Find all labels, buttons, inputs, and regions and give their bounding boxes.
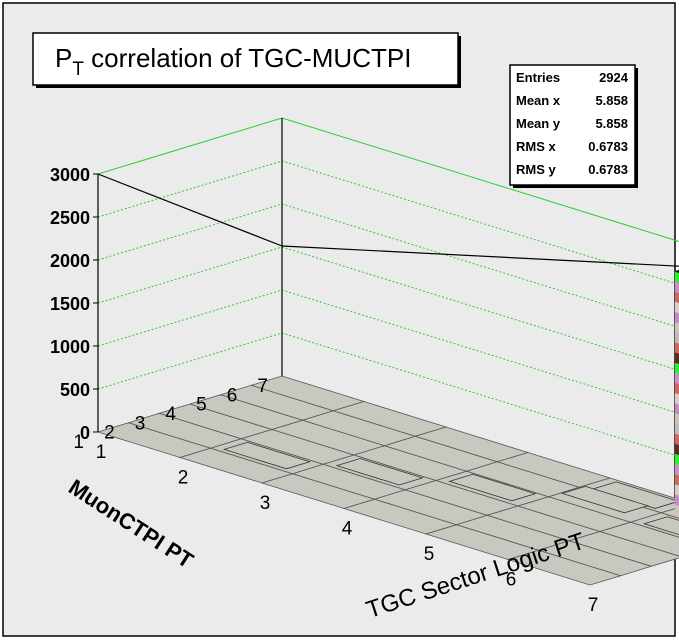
y-tick-label: 3 [135, 413, 146, 434]
bin-tower [335, 458, 424, 486]
tower-side-face [674, 493, 679, 505]
tower-side-face [674, 442, 679, 454]
stats-value: 2924 [599, 70, 629, 85]
stats-label: Mean y [516, 116, 561, 131]
stats-label: Mean x [516, 93, 561, 108]
frame-top-line [281, 245, 679, 267]
tower-side-face [674, 422, 679, 434]
x-tick-label: 3 [260, 493, 271, 514]
bin-tower [642, 516, 679, 536]
tower-top-face [673, 269, 679, 274]
tower-side-face [674, 330, 679, 343]
stats-label: Entries [516, 70, 560, 85]
tower-top-face [560, 485, 650, 514]
tower-side-face [674, 452, 679, 465]
tower-side-face [674, 351, 679, 363]
floor-tile [598, 521, 679, 557]
chart-title: PT correlation of TGC-MUCTPI [55, 43, 411, 80]
y-tick-label: 1 [73, 432, 84, 453]
z-tick-label: 1500 [50, 294, 90, 314]
x-tick-label: 7 [588, 595, 599, 616]
tower-top-face [335, 458, 424, 486]
tower-side-face [674, 270, 679, 282]
y-tick-label: 6 [227, 385, 238, 406]
tower-side-face [674, 371, 679, 383]
tower-layer [222, 269, 679, 536]
tower-side-face [674, 361, 679, 373]
floor-tile [659, 507, 679, 519]
frame-diagonal [97, 173, 283, 247]
x-tick-label: 2 [178, 468, 189, 489]
stats-box: Entries 2924 Mean x 5.858 Mean y 5.858 RMS x 0.… [509, 64, 638, 188]
z-tick-label: 1000 [50, 337, 90, 357]
z-tick-label: 2000 [50, 251, 90, 271]
floor-tile [567, 531, 679, 567]
title-box: PT correlation of TGC-MUCTPI [32, 32, 461, 88]
stats-value: 0.6783 [588, 162, 628, 177]
bin-tower [673, 269, 679, 517]
z-tick-label: 2500 [50, 208, 90, 228]
bin-tower [448, 473, 537, 502]
z-tick-label: 500 [60, 380, 90, 400]
tower-side-face [674, 432, 679, 444]
stats-value: 0.6783 [588, 139, 628, 154]
stats-value: 5.858 [595, 93, 628, 108]
bin-tower [222, 441, 312, 470]
stats-label: RMS y [516, 162, 557, 177]
tower-side-face [674, 300, 679, 312]
tower-side-face [674, 280, 679, 292]
tower-top-face [642, 516, 679, 536]
tower-top-face [222, 441, 312, 470]
tower-side-face [674, 412, 679, 424]
x-tick-label: 4 [342, 519, 353, 540]
stats-value: 5.858 [595, 116, 628, 131]
y-tick-label: 5 [196, 395, 207, 416]
tower-side-face [674, 503, 679, 515]
tower-side-face [674, 341, 679, 353]
tower-side-face [674, 310, 679, 323]
tower-side-face [674, 320, 679, 333]
tower-top-face [448, 473, 537, 502]
bin-tower [560, 485, 650, 518]
y-tick-label: 2 [104, 423, 115, 444]
y-tick-label: 7 [257, 376, 268, 397]
tower-side-face [674, 381, 679, 394]
tower-side-face [674, 462, 679, 475]
tower-side-face [674, 483, 679, 495]
x-tick-label: 5 [424, 544, 435, 565]
tower-side-face [674, 472, 679, 485]
z-tick-label: 3000 [50, 165, 90, 185]
stats-label: RMS x [516, 139, 557, 154]
y-tick-label: 4 [165, 404, 176, 425]
x-tick-label: 1 [96, 442, 107, 463]
tower-side-face [674, 290, 679, 302]
tower-side-face [674, 401, 679, 414]
x-tick-label: 6 [506, 570, 517, 591]
tower-front-face [562, 493, 625, 518]
tower-side-face [674, 391, 679, 404]
z-tick-label: 0 [80, 423, 90, 443]
